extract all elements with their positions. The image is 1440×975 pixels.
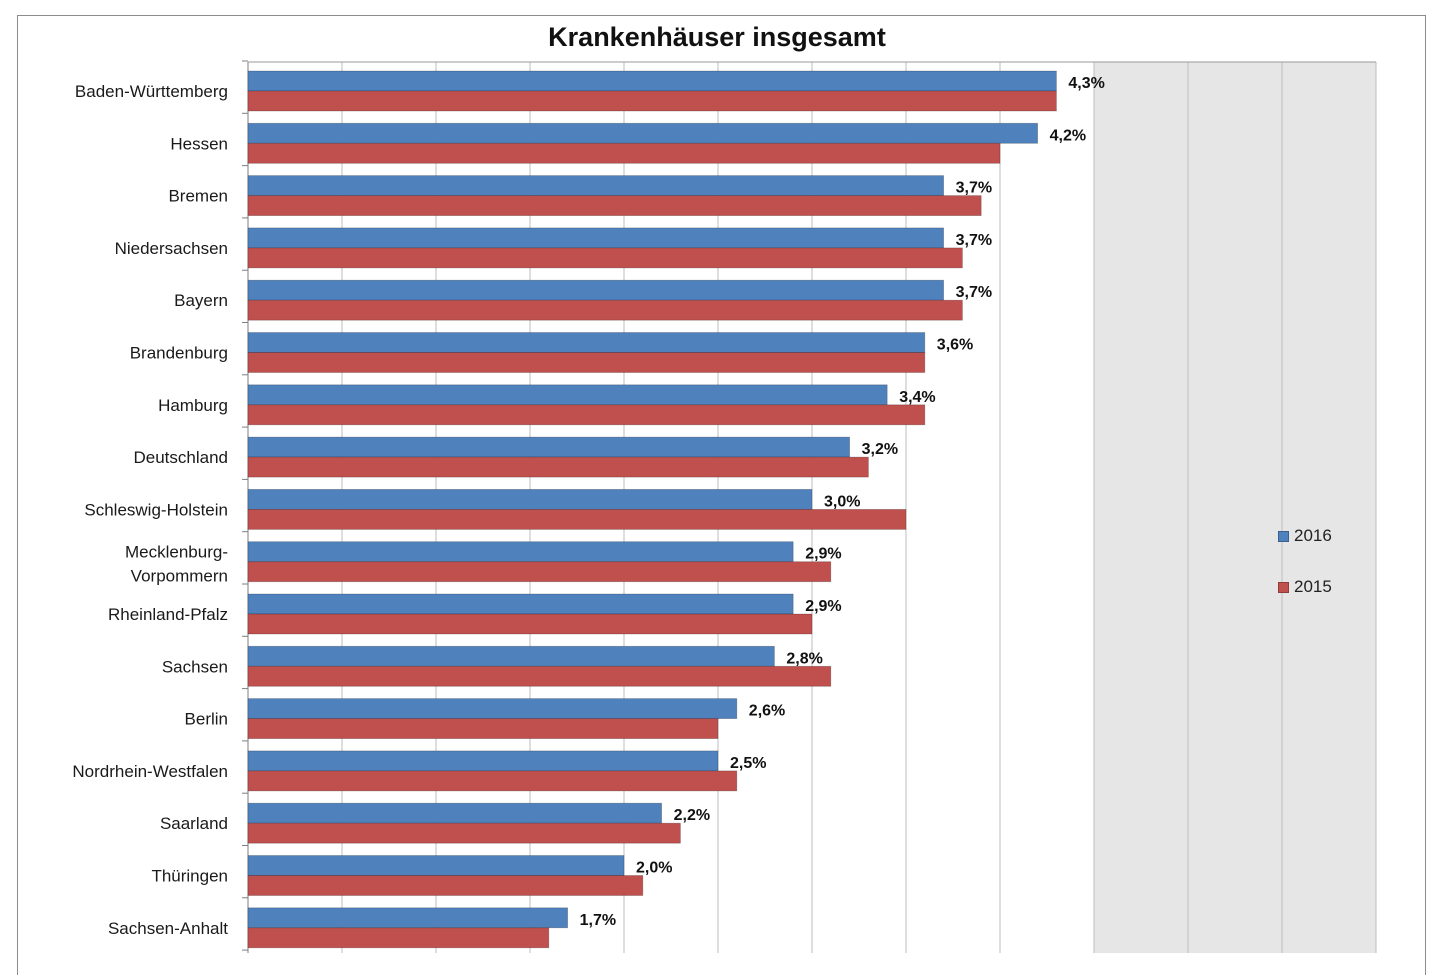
data-label-5: 3,6% xyxy=(937,337,973,354)
category-label-7: Deutschland xyxy=(133,448,228,467)
bar-2015-7 xyxy=(247,456,869,478)
category-label-2: Bremen xyxy=(168,187,228,206)
category-label-13: Nordrhein-Westfalen xyxy=(72,762,228,781)
bar-2015-9 xyxy=(247,561,832,583)
bar-2015-12 xyxy=(247,718,719,739)
plot-shaded-band xyxy=(1094,62,1376,953)
legend-label-2016: 2016 xyxy=(1294,526,1332,545)
data-label-6: 3,4% xyxy=(899,389,935,406)
bar-2015-16 xyxy=(247,927,550,949)
chart-legend: 2016 2015 xyxy=(1278,524,1332,626)
category-label-9: Vorpommern xyxy=(131,567,228,586)
data-label-13: 2,5% xyxy=(730,755,766,772)
bar-2015-14 xyxy=(247,822,681,844)
category-label-16: Sachsen-Anhalt xyxy=(108,919,228,938)
legend-item-2015: 2015 xyxy=(1278,575,1332,599)
bar-2016-5 xyxy=(247,332,926,353)
bar-2015-13 xyxy=(247,770,738,792)
bar-2015-5 xyxy=(247,352,926,373)
bar-2016-8 xyxy=(247,488,813,510)
data-label-3: 3,7% xyxy=(956,232,992,249)
category-label-3: Niedersachsen xyxy=(115,239,228,258)
bar-2016-0 xyxy=(247,70,1057,92)
bar-2016-6 xyxy=(247,384,888,406)
category-label-11: Sachsen xyxy=(162,657,228,676)
category-label-1: Hessen xyxy=(170,134,228,153)
bar-2016-7 xyxy=(247,436,850,458)
bar-2016-11 xyxy=(247,645,775,667)
category-label-4: Bayern xyxy=(174,291,228,310)
bar-2016-1 xyxy=(247,122,1038,144)
legend-swatch-2016 xyxy=(1278,530,1289,542)
bar-2016-12 xyxy=(247,698,738,719)
bar-2015-2 xyxy=(247,195,982,217)
chart-title: Krankenhäuser insgesamt xyxy=(548,22,886,52)
bar-layer xyxy=(247,70,1057,949)
bar-2016-2 xyxy=(247,175,944,197)
data-label-7: 3,2% xyxy=(862,441,898,458)
data-label-0: 4,3% xyxy=(1068,75,1104,92)
data-label-11: 2,8% xyxy=(786,650,822,667)
label-layer: 4,3% Baden-Württemberg 4,2% Hessen 3,7% Breme… xyxy=(72,75,1104,938)
data-label-14: 2,2% xyxy=(674,807,710,824)
bar-2016-13 xyxy=(247,750,719,772)
category-label-15: Thüringen xyxy=(151,867,228,886)
bar-2015-10 xyxy=(247,613,813,635)
bar-2016-9 xyxy=(247,541,794,563)
data-label-12: 2,6% xyxy=(749,703,785,720)
legend-item-2016: 2016 xyxy=(1278,524,1332,548)
legend-swatch-2015 xyxy=(1278,581,1289,593)
category-label-12: Berlin xyxy=(185,710,228,729)
bar-2016-14 xyxy=(247,802,663,824)
bar-2016-4 xyxy=(247,279,944,301)
category-label-14: Saarland xyxy=(160,814,228,833)
category-label-0: Baden-Württemberg xyxy=(75,82,228,101)
bar-2015-6 xyxy=(247,404,926,426)
data-label-15: 2,0% xyxy=(636,860,672,877)
category-label-9: Mecklenburg- xyxy=(125,543,228,562)
bar-2016-15 xyxy=(247,855,625,876)
bar-2016-10 xyxy=(247,593,794,615)
category-label-10: Rheinland-Pfalz xyxy=(108,605,228,624)
data-label-8: 3,0% xyxy=(824,493,860,510)
bar-2015-11 xyxy=(247,665,832,687)
legend-label-2015: 2015 xyxy=(1294,577,1332,596)
category-label-6: Hamburg xyxy=(158,396,228,415)
bar-2015-15 xyxy=(247,875,644,896)
data-label-9: 2,9% xyxy=(805,546,841,563)
bar-2015-1 xyxy=(247,142,1001,164)
bar-2015-8 xyxy=(247,508,907,530)
bar-2016-3 xyxy=(247,227,944,249)
category-label-5: Brandenburg xyxy=(130,344,228,363)
bar-2015-3 xyxy=(247,247,963,269)
data-label-4: 3,7% xyxy=(956,284,992,301)
data-label-2: 3,7% xyxy=(956,180,992,197)
data-label-16: 1,7% xyxy=(580,912,616,929)
bar-2016-16 xyxy=(247,907,569,929)
bar-2015-4 xyxy=(247,299,963,321)
data-label-10: 2,9% xyxy=(805,598,841,615)
data-label-1: 4,2% xyxy=(1050,127,1086,144)
bar-2015-0 xyxy=(247,90,1057,112)
category-label-8: Schleswig-Holstein xyxy=(84,500,228,519)
